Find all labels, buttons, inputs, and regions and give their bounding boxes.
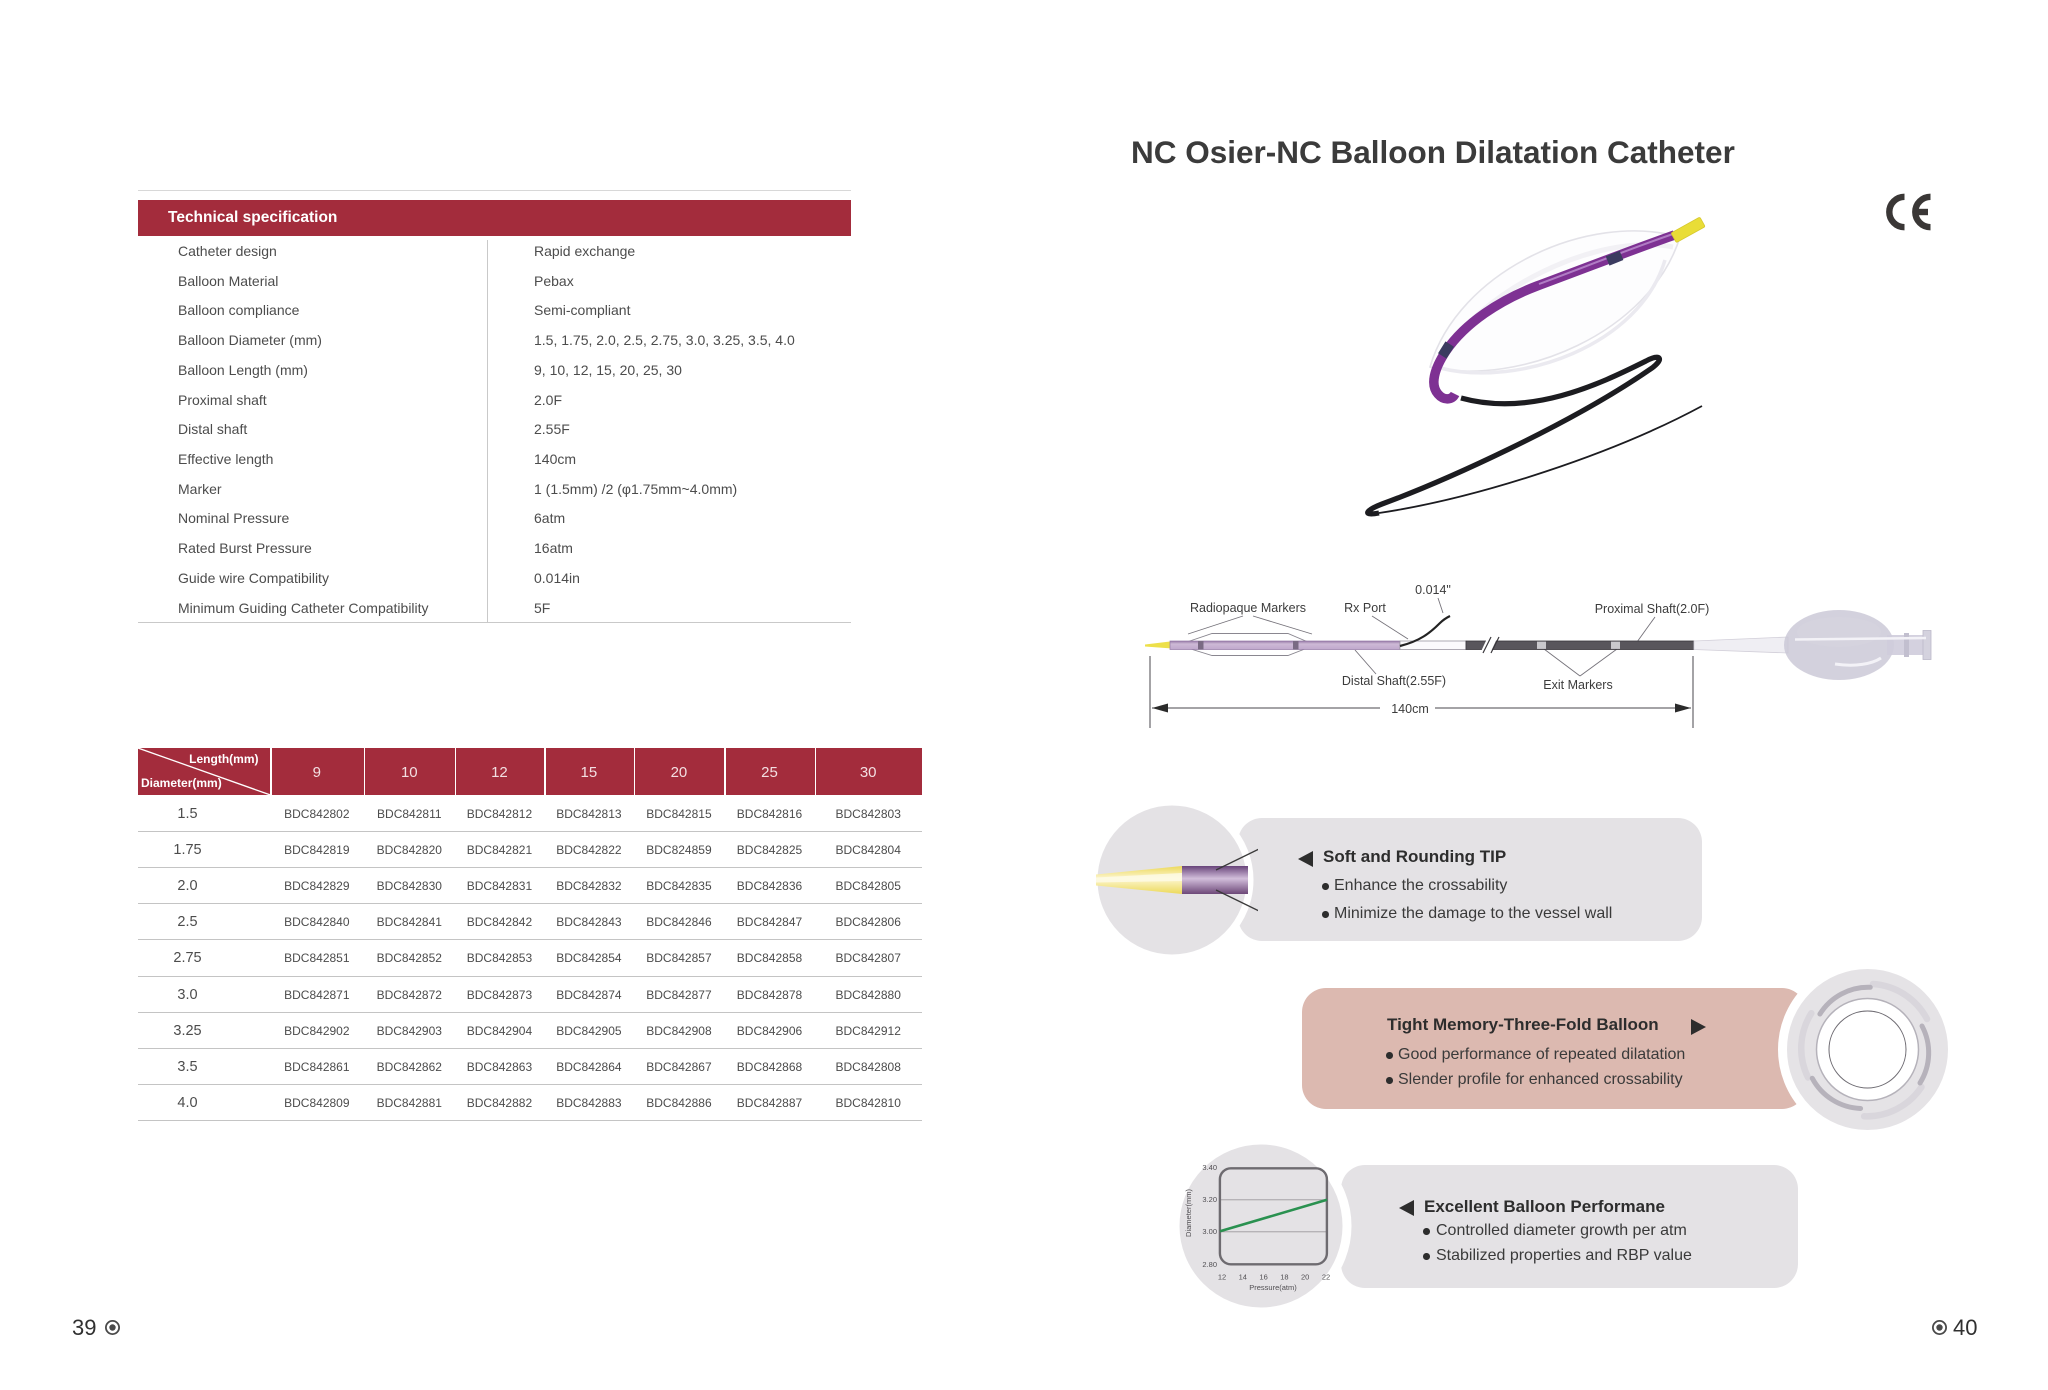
svg-text:Radiopaque Markers: Radiopaque Markers	[1190, 601, 1306, 615]
svg-text:140cm: 140cm	[1391, 702, 1429, 716]
svg-text:14: 14	[1239, 1273, 1247, 1282]
svg-text:Exit Markers: Exit Markers	[1543, 678, 1612, 692]
svg-text:3.00: 3.00	[1202, 1227, 1217, 1236]
svg-text:Distal Shaft(2.55F): Distal Shaft(2.55F)	[1342, 674, 1446, 688]
svg-text:2.80: 2.80	[1202, 1260, 1217, 1269]
svg-text:3.40: 3.40	[1202, 1163, 1217, 1172]
svg-text:Rx Port: Rx Port	[1344, 601, 1386, 615]
svg-text:3.20: 3.20	[1202, 1195, 1217, 1204]
svg-text:12: 12	[1218, 1273, 1226, 1282]
svg-text:22: 22	[1322, 1273, 1330, 1282]
svg-text:Pressure(atm): Pressure(atm)	[1249, 1283, 1297, 1292]
svg-text:Diameter(mm): Diameter(mm)	[1184, 1189, 1193, 1237]
svg-text:Proximal Shaft(2.0F): Proximal Shaft(2.0F)	[1595, 602, 1710, 616]
svg-text:0.014": 0.014"	[1415, 583, 1451, 597]
svg-text:18: 18	[1280, 1273, 1288, 1282]
svg-text:16: 16	[1259, 1273, 1267, 1282]
svg-text:20: 20	[1301, 1273, 1309, 1282]
